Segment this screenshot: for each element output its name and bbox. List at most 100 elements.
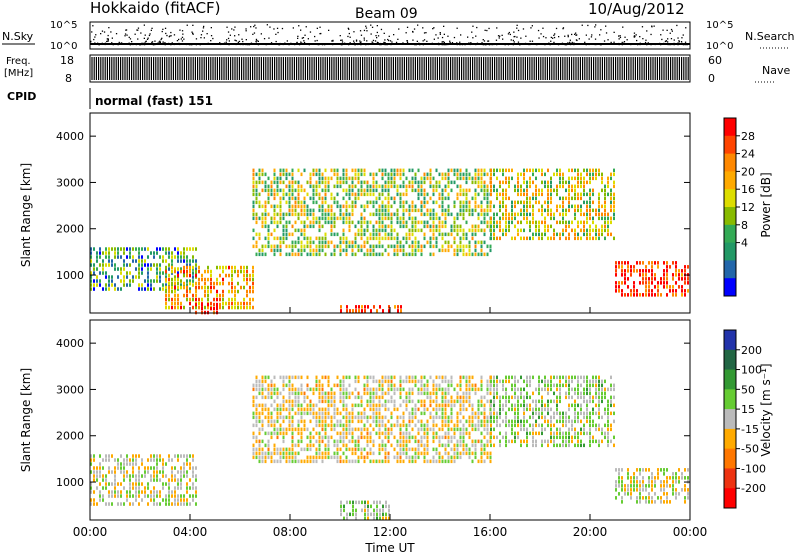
heatmap-cell	[297, 212, 300, 217]
nsky-point	[626, 39, 628, 41]
heatmap-cell	[565, 236, 567, 241]
heatmap-cell	[294, 443, 297, 448]
heatmap-cell	[423, 196, 426, 201]
heatmap-cell	[342, 403, 345, 408]
heatmap-cell	[204, 277, 206, 282]
heatmap-cell	[508, 184, 510, 189]
heatmap-cell	[381, 423, 384, 428]
heatmap-cell	[339, 252, 342, 257]
heatmap-cell	[231, 273, 233, 278]
heatmap-cell	[255, 423, 258, 428]
heatmap-cell	[255, 196, 258, 201]
heatmap-cell	[183, 462, 185, 466]
heatmap-cell	[252, 208, 255, 213]
heatmap-cell	[453, 216, 456, 221]
heatmap-cell	[315, 383, 318, 388]
heatmap-cell	[369, 459, 372, 464]
heatmap-cell	[240, 269, 242, 274]
heatmap-cell	[459, 411, 462, 416]
heatmap-cell	[114, 474, 116, 478]
heatmap-cell	[471, 423, 474, 428]
heatmap-cell	[156, 478, 158, 482]
heatmap-cell	[297, 419, 300, 424]
heatmap-cell	[303, 168, 306, 173]
heatmap-cell	[477, 427, 480, 432]
heatmap-cell	[396, 188, 399, 193]
heatmap-cell	[111, 279, 113, 283]
heatmap-cell	[123, 470, 125, 474]
heatmap-cell	[366, 435, 369, 440]
heatmap-cell	[390, 224, 393, 229]
heatmap-cell	[141, 271, 143, 275]
nsearch-tick-bottom: 10^0	[706, 41, 733, 52]
heatmap-cell	[189, 281, 191, 286]
heatmap-cell	[399, 200, 402, 205]
heatmap-cell	[432, 232, 435, 237]
heatmap-cell	[348, 439, 351, 444]
heatmap-cell	[523, 395, 525, 400]
heatmap-cell	[270, 411, 273, 416]
nsky-point	[502, 38, 504, 40]
heatmap-cell	[432, 208, 435, 213]
heatmap-cell	[348, 431, 351, 436]
heatmap-cell	[294, 399, 297, 404]
heatmap-cell	[462, 423, 465, 428]
heatmap-cell	[354, 375, 357, 380]
heatmap-cell	[426, 383, 429, 388]
heatmap-cell	[267, 439, 270, 444]
heatmap-cell	[355, 508, 357, 513]
heatmap-cell	[486, 224, 489, 229]
heatmap-cell	[574, 212, 576, 217]
heatmap-cell	[186, 297, 188, 302]
heatmap-cell	[381, 208, 384, 213]
heatmap-cell	[505, 180, 507, 185]
heatmap-cell	[195, 289, 197, 294]
ytick-label: 1000	[56, 269, 84, 282]
heatmap-cell	[541, 204, 543, 209]
heatmap-cell	[372, 415, 375, 420]
heatmap-cell	[601, 172, 603, 177]
heatmap-cell	[480, 383, 483, 388]
heatmap-cell	[432, 391, 435, 396]
heatmap-cell	[411, 455, 414, 460]
heatmap-cell	[423, 451, 426, 456]
heatmap-cell	[285, 455, 288, 460]
heatmap-cell	[270, 435, 273, 440]
heatmap-cell	[402, 172, 405, 177]
heatmap-cell	[105, 482, 107, 486]
heatmap-cell	[354, 459, 357, 464]
heatmap-cell	[273, 208, 276, 213]
heatmap-cell	[483, 427, 486, 432]
heatmap-cell	[282, 240, 285, 245]
heatmap-cell	[577, 196, 579, 201]
heatmap-cell	[273, 399, 276, 404]
heatmap-cell	[339, 435, 342, 440]
heatmap-cell	[553, 188, 555, 193]
heatmap-cell	[282, 379, 285, 384]
heatmap-cell	[252, 305, 254, 310]
heatmap-cell	[258, 236, 261, 241]
heatmap-cell	[318, 224, 321, 229]
nsky-point	[540, 33, 542, 35]
heatmap-cell	[294, 375, 297, 380]
heatmap-cell	[456, 232, 459, 237]
heatmap-cell	[511, 383, 513, 388]
heatmap-cell	[285, 232, 288, 237]
heatmap-cell	[297, 200, 300, 205]
heatmap-cell	[660, 293, 662, 297]
nsky-point	[158, 41, 160, 43]
heatmap-cell	[357, 455, 360, 460]
heatmap-cell	[207, 302, 209, 307]
heatmap-cell	[324, 423, 327, 428]
heatmap-cell	[372, 387, 375, 392]
heatmap-cell	[384, 208, 387, 213]
heatmap-cell	[249, 301, 251, 306]
heatmap-cell	[486, 200, 489, 205]
heatmap-cell	[444, 443, 447, 448]
heatmap-cell	[333, 216, 336, 221]
heatmap-cell	[547, 168, 549, 173]
heatmap-cell	[354, 451, 357, 456]
heatmap-cell	[147, 283, 149, 287]
heatmap-cell	[267, 383, 270, 388]
heatmap-cell	[162, 458, 164, 462]
